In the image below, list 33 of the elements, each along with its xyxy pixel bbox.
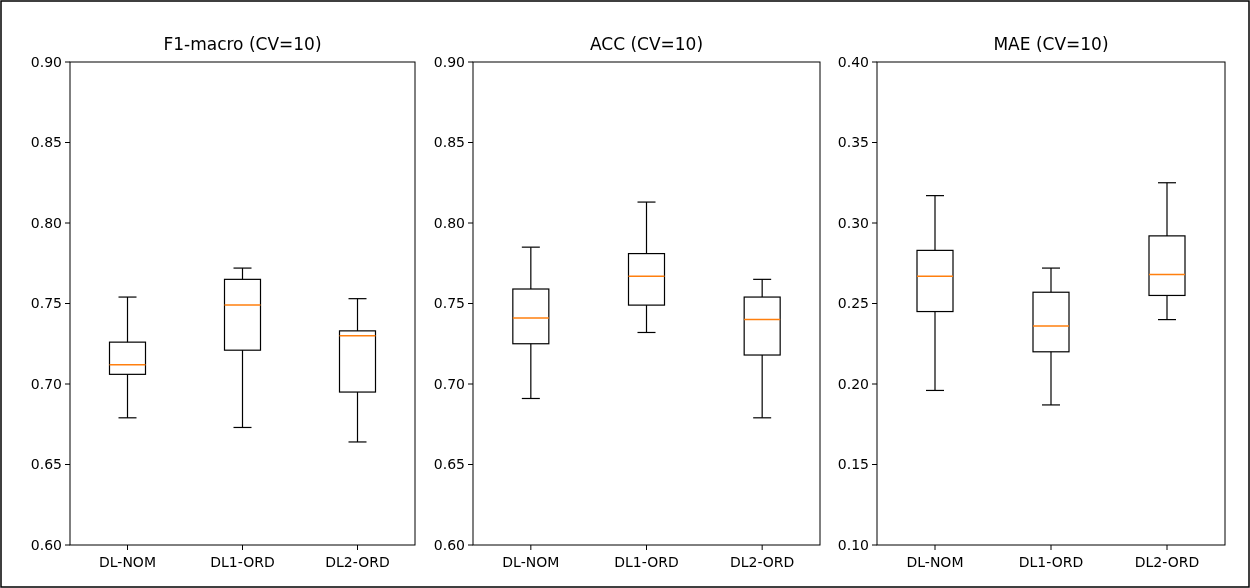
x-tick-label: DL-NOM — [99, 554, 156, 570]
y-tick-label: 0.90 — [433, 53, 465, 70]
chart-title: MAE (CV=10) — [993, 34, 1109, 54]
x-tick-label: DL2-ORD — [1134, 554, 1200, 570]
y-tick-label: 0.80 — [433, 214, 465, 231]
y-tick-label: 0.60 — [433, 536, 465, 553]
x-tick-label: DL-NOM — [906, 554, 964, 570]
y-tick-label: 0.80 — [30, 214, 62, 231]
y-tick-label: 0.90 — [30, 53, 62, 70]
y-tick-label: 0.70 — [433, 375, 465, 392]
y-tick-label: 0.30 — [837, 214, 869, 231]
chart-title: F1-macro (CV=10) — [163, 34, 322, 54]
y-tick-label: 0.10 — [837, 536, 869, 553]
y-tick-label: 0.20 — [837, 375, 869, 392]
y-tick-label: 0.15 — [837, 456, 869, 473]
x-tick-label: DL1-ORD — [1018, 554, 1084, 570]
x-tick-label: DL2-ORD — [729, 554, 795, 570]
y-tick-label: 0.60 — [30, 536, 62, 553]
y-tick-label: 0.75 — [433, 295, 465, 312]
x-tick-label: DL-NOM — [502, 554, 560, 570]
y-tick-label: 0.35 — [837, 134, 869, 151]
y-tick-label: 0.65 — [30, 456, 62, 473]
x-tick-label: DL2-ORD — [325, 554, 390, 570]
y-tick-label: 0.65 — [433, 456, 465, 473]
y-tick-label: 0.40 — [837, 53, 869, 70]
chart-title: ACC (CV=10) — [589, 34, 704, 54]
x-tick-label: DL1-ORD — [614, 554, 679, 570]
y-tick-label: 0.25 — [837, 295, 869, 312]
x-tick-label: DL1-ORD — [210, 554, 275, 570]
y-tick-label: 0.70 — [30, 375, 62, 392]
y-tick-label: 0.75 — [30, 295, 62, 312]
y-tick-label: 0.85 — [433, 134, 465, 151]
y-tick-label: 0.85 — [30, 134, 62, 151]
